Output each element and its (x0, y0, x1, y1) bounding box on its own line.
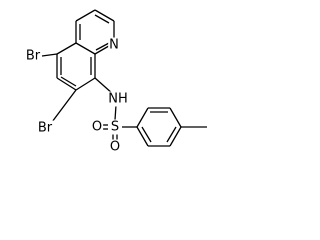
bond (169, 126, 182, 147)
atom-label: Br (26, 49, 41, 64)
label-background (107, 91, 129, 107)
bond (75, 77, 96, 91)
bond (51, 89, 77, 123)
label-background (108, 139, 122, 155)
bond (56, 77, 77, 91)
atom-label: O (110, 140, 120, 155)
bond (169, 107, 182, 128)
atom-labels: N Br Br NH S O O (24, 37, 129, 155)
label-background (90, 119, 104, 135)
bond (41, 53, 58, 57)
bond (114, 104, 117, 121)
bonds (41, 9, 207, 147)
bond (94, 9, 115, 22)
atom-label: O (92, 120, 102, 135)
bond (94, 77, 114, 95)
atom-label: NH (108, 92, 128, 107)
label-background (36, 120, 54, 136)
atom-label: Br (38, 121, 53, 136)
label-background (24, 48, 42, 64)
bond (56, 42, 77, 55)
bond (94, 14, 110, 24)
structure-diagram: N Br Br NH S O O (24, 9, 207, 155)
bond (75, 9, 96, 22)
bond (75, 42, 96, 55)
bond (136, 126, 149, 147)
bond (166, 126, 177, 143)
atom-label: N (109, 38, 119, 53)
label-background (109, 119, 121, 135)
bond (141, 126, 152, 143)
atom-label: S (111, 120, 119, 135)
bond (136, 107, 149, 128)
label-background (108, 37, 120, 53)
bond (95, 42, 110, 51)
bond (60, 76, 77, 87)
